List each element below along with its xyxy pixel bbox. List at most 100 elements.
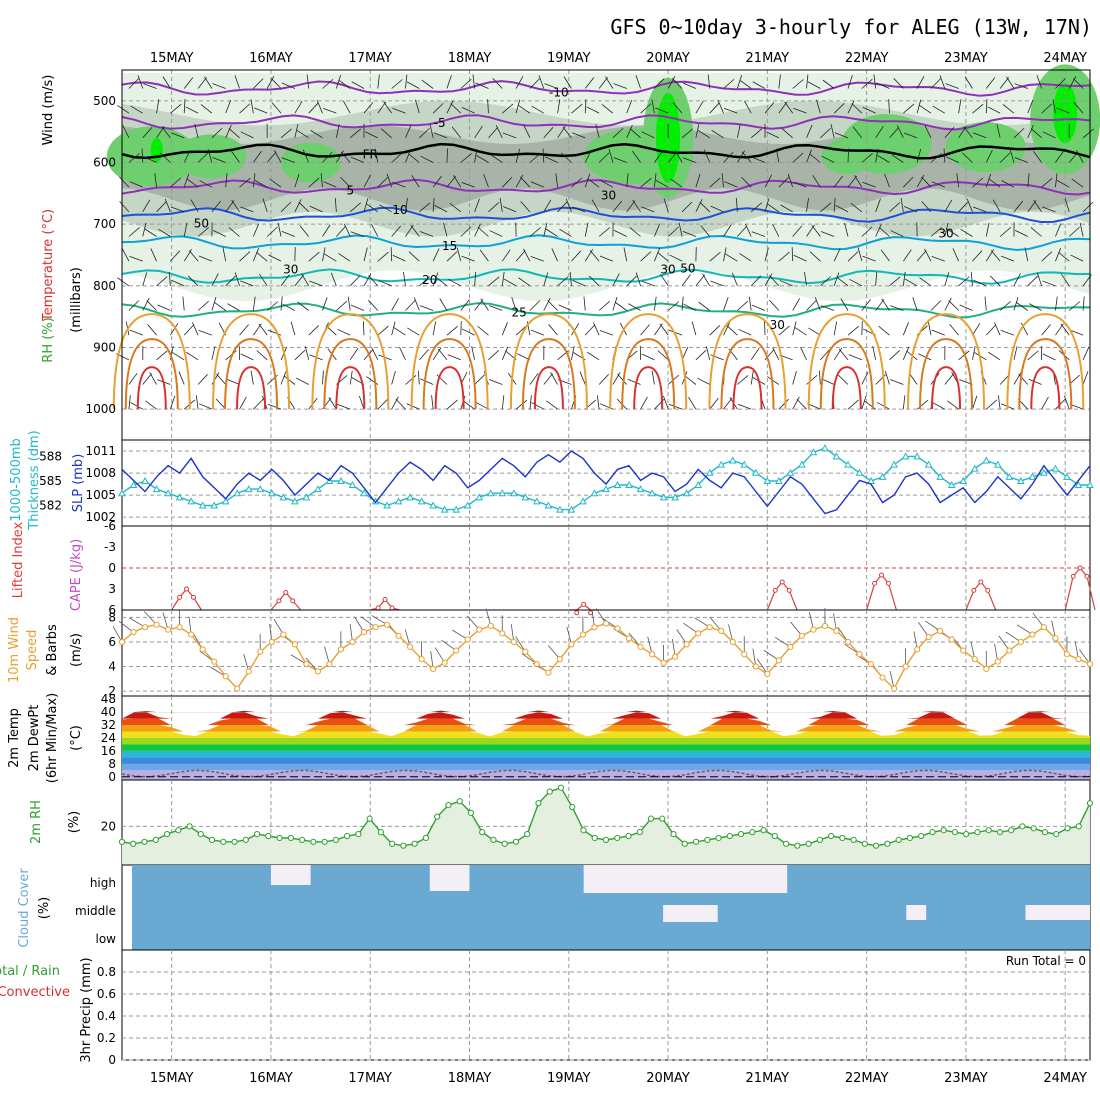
wind-barb xyxy=(543,272,549,286)
wind-barb xyxy=(172,352,185,361)
wind-barb xyxy=(820,231,835,237)
wind-barb xyxy=(697,377,710,385)
wind10m-speed-line-marker xyxy=(625,635,633,642)
lifted-index-line xyxy=(965,581,997,611)
slp-tick: 1002 xyxy=(85,510,116,524)
warm-contour-loop xyxy=(819,338,874,410)
wind-barb xyxy=(475,402,489,410)
wind-barb xyxy=(501,395,505,410)
wind-barb xyxy=(626,275,637,287)
wind-barb xyxy=(1055,223,1062,237)
wind-barb xyxy=(641,206,655,213)
top-date-label: 18MAY xyxy=(448,51,492,66)
wind-barb xyxy=(847,325,859,336)
wind-barb xyxy=(391,396,399,410)
wind-barb xyxy=(487,99,489,114)
upper-wind-barbs xyxy=(116,74,1095,410)
wind-barb xyxy=(1027,275,1038,287)
wind-barb xyxy=(921,176,932,188)
thickness-line-marker xyxy=(717,460,726,468)
wind-barb xyxy=(1058,251,1070,262)
temp-color-band xyxy=(122,731,1090,738)
wind-barb xyxy=(640,324,650,336)
wind10m-speed-line-marker xyxy=(349,638,356,646)
wind-barb xyxy=(902,271,906,286)
wind-barb xyxy=(488,276,500,287)
thickness-line-marker xyxy=(348,481,357,489)
wind-barb xyxy=(336,225,347,237)
wind-barb xyxy=(640,103,652,114)
wind-barb xyxy=(654,173,657,188)
wind-barb xyxy=(927,321,932,336)
wind-barb xyxy=(280,128,292,139)
wind-barb xyxy=(796,398,807,410)
wind-barb xyxy=(878,325,890,336)
wind-barb xyxy=(571,323,580,336)
wind-barb xyxy=(837,374,849,385)
lifted-tick: -3 xyxy=(104,540,116,554)
wind10m-speed-line-marker xyxy=(741,651,748,658)
wind10m-speed-line-marker xyxy=(211,658,218,665)
wind-barb xyxy=(488,127,499,139)
wind-barb xyxy=(432,197,435,212)
wind-barb xyxy=(952,248,959,262)
thickness-line-marker xyxy=(993,460,1002,468)
wind-barb xyxy=(474,271,477,286)
wind-barb xyxy=(156,350,168,361)
wind-barb xyxy=(584,77,595,89)
wind-barb xyxy=(724,107,738,114)
top-date-label: 17MAY xyxy=(348,51,392,66)
wind-barb xyxy=(695,199,703,213)
wind-barb xyxy=(304,346,310,360)
wind10m-speed-line-marker xyxy=(453,647,460,654)
wind-barb xyxy=(392,181,406,188)
wind-barb xyxy=(764,321,766,336)
rh2m-line-marker xyxy=(186,823,193,830)
cloud-level-label: low xyxy=(96,932,117,946)
bottom-date-label: 21MAY xyxy=(746,1071,790,1086)
wind-barb xyxy=(258,323,268,336)
wind-barb xyxy=(738,328,752,336)
wind-barb xyxy=(640,177,652,188)
wind-barb xyxy=(200,104,213,114)
wind10m-speed-line-marker xyxy=(406,643,414,650)
wind-barb xyxy=(775,148,780,163)
wind-barb xyxy=(601,104,614,114)
wind-barb xyxy=(420,378,434,385)
warm-contour-loop xyxy=(311,313,390,410)
warm-contour-loop xyxy=(509,313,588,410)
slp-y-label: SLP (mb) xyxy=(71,454,86,513)
wind-barb xyxy=(446,148,448,163)
wind-barb xyxy=(239,324,249,336)
wind-barb xyxy=(488,202,500,213)
wind-barb xyxy=(989,275,1001,287)
wind-barb xyxy=(884,371,890,385)
rh2m-line-marker xyxy=(839,834,846,842)
rh2m-line-marker xyxy=(636,829,643,836)
wind-barb xyxy=(880,249,890,262)
wind-barb xyxy=(793,107,807,114)
wind-barb xyxy=(1068,226,1080,237)
wind-barb xyxy=(363,174,371,188)
wind-barb xyxy=(199,180,213,188)
wind10m-speed-line-marker xyxy=(764,670,771,677)
wind-barb xyxy=(129,329,143,336)
wind-barb xyxy=(268,254,282,262)
slp-tick: 1008 xyxy=(85,466,116,480)
wind-barb xyxy=(806,74,809,89)
wind-barb xyxy=(792,152,804,163)
wind-barb xyxy=(403,271,406,286)
wind-barb xyxy=(543,199,552,213)
wind10m-speed-line-marker xyxy=(176,624,183,631)
wind-barb xyxy=(183,249,193,262)
wind-barb xyxy=(702,273,711,287)
wind-barb xyxy=(316,100,323,114)
wind-barb xyxy=(371,347,379,361)
bottom-date-label: 24MAY xyxy=(1043,1071,1087,1086)
wind-barb xyxy=(523,125,531,139)
wind-barb xyxy=(363,273,372,287)
wind10m-speed-line-marker xyxy=(1086,660,1094,668)
wind-barb xyxy=(930,227,942,237)
wind-barb xyxy=(599,329,614,336)
